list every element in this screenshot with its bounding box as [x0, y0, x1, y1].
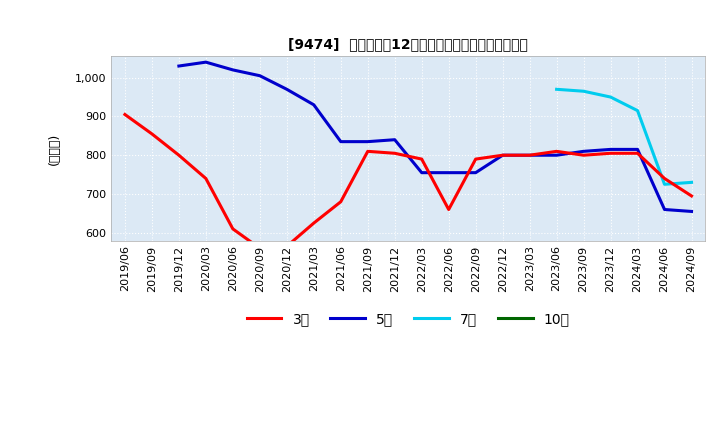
7年 — [580, 88, 588, 94]
3年 — [418, 157, 426, 162]
3年 — [444, 207, 453, 212]
5年 — [282, 87, 291, 92]
Y-axis label: (百万円): (百万円) — [48, 132, 61, 165]
Title: [9474]  当期純利益12か月移動合計の標準偏差の推移: [9474] 当期純利益12か月移動合計の標準偏差の推移 — [288, 37, 528, 51]
3年 — [390, 150, 399, 156]
7年 — [687, 180, 696, 185]
5年 — [390, 137, 399, 143]
5年 — [580, 149, 588, 154]
3年 — [310, 220, 318, 226]
5年 — [687, 209, 696, 214]
5年 — [444, 170, 453, 175]
7年 — [660, 182, 669, 187]
3年 — [498, 153, 507, 158]
7年 — [606, 95, 615, 100]
Line: 5年: 5年 — [179, 62, 691, 212]
3年 — [526, 153, 534, 158]
5年 — [202, 59, 210, 65]
3年 — [472, 157, 480, 162]
7年 — [633, 108, 642, 113]
5年 — [310, 102, 318, 107]
5年 — [633, 147, 642, 152]
3年 — [633, 150, 642, 156]
3年 — [174, 153, 183, 158]
Line: 3年: 3年 — [125, 114, 691, 248]
5年 — [526, 153, 534, 158]
Line: 7年: 7年 — [557, 89, 691, 184]
5年 — [472, 170, 480, 175]
5年 — [552, 153, 561, 158]
3年 — [121, 112, 130, 117]
5年 — [256, 73, 264, 78]
Legend: 3年, 5年, 7年, 10年: 3年, 5年, 7年, 10年 — [241, 306, 575, 331]
3年 — [580, 153, 588, 158]
3年 — [687, 193, 696, 198]
5年 — [228, 67, 237, 73]
3年 — [256, 246, 264, 251]
5年 — [418, 170, 426, 175]
7年 — [552, 87, 561, 92]
3年 — [364, 149, 372, 154]
3年 — [606, 150, 615, 156]
3年 — [336, 199, 345, 205]
5年 — [336, 139, 345, 144]
3年 — [552, 149, 561, 154]
3年 — [202, 176, 210, 181]
3年 — [148, 131, 156, 136]
5年 — [498, 153, 507, 158]
5年 — [606, 147, 615, 152]
3年 — [228, 226, 237, 231]
5年 — [174, 63, 183, 69]
5年 — [660, 207, 669, 212]
3年 — [660, 176, 669, 181]
3年 — [282, 244, 291, 249]
5年 — [364, 139, 372, 144]
